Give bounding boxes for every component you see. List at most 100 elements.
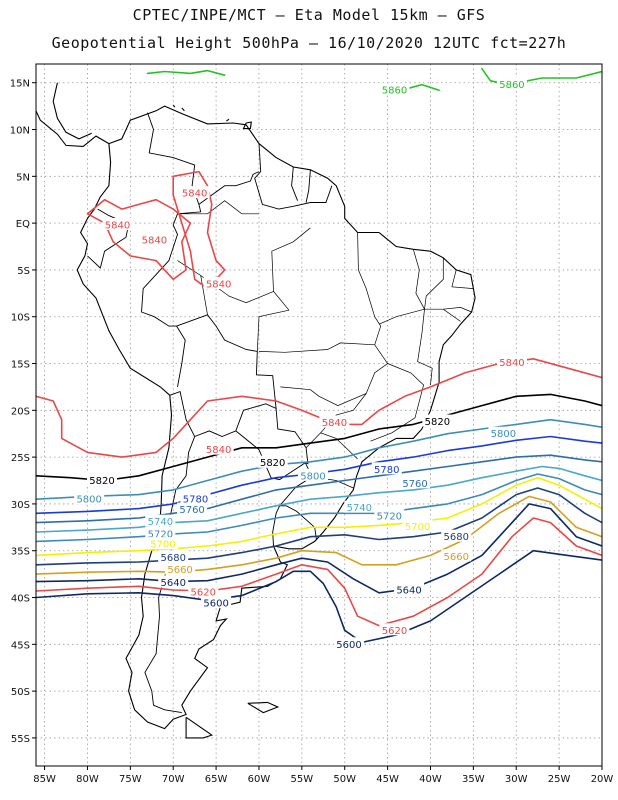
contour-label-bg — [422, 414, 453, 427]
lat-tick-label: 45S — [11, 640, 30, 651]
country-border — [198, 171, 260, 205]
contour-label: 5740 — [347, 503, 372, 514]
lon-tick-label: 50W — [333, 774, 356, 785]
lat-lon-grid — [36, 64, 603, 766]
contour-label-bg — [488, 426, 519, 439]
contour-label: 5860 — [382, 86, 407, 97]
contour-label-bg — [179, 186, 210, 199]
lat-tick-label: EQ — [16, 219, 30, 230]
state-border — [177, 200, 259, 215]
lon-tick-label: 70W — [162, 774, 185, 785]
contour-label: 5740 — [148, 517, 173, 528]
lon-tick-label: 25W — [548, 774, 571, 785]
contour-label: 5620 — [382, 626, 407, 637]
coastline-segment — [181, 107, 185, 112]
contour-5620 — [36, 517, 602, 627]
contour-label-bg — [145, 514, 176, 527]
contour-label: 5760 — [402, 479, 427, 490]
contour-label: 5640 — [160, 578, 185, 589]
lon-tick-label: 60W — [248, 774, 271, 785]
country-border — [291, 166, 299, 201]
contour-label: 5840 — [499, 358, 524, 369]
state-border — [256, 309, 290, 352]
contour-label-bg — [402, 519, 433, 532]
contour-label-bg — [180, 492, 211, 505]
state-border — [424, 257, 461, 322]
state-border — [451, 269, 474, 289]
contour-label-bg — [297, 468, 328, 481]
contour-label-bg — [379, 83, 410, 96]
coastline-segment — [52, 82, 92, 140]
state-border — [443, 307, 472, 313]
contour-label-bg — [257, 455, 288, 468]
contour-5760 — [36, 454, 602, 524]
contour-label: 5800 — [76, 495, 101, 506]
contour-5800 — [36, 418, 602, 500]
contour-label: 5720 — [377, 512, 402, 523]
contour-5680 — [36, 487, 602, 566]
contour-label: 5780 — [183, 495, 208, 506]
lat-tick-label: 30S — [11, 500, 30, 511]
contour-label-bg — [441, 529, 472, 542]
state-border — [305, 432, 321, 449]
contour-label-bg — [158, 550, 189, 563]
contour-label: 5660 — [167, 565, 192, 576]
contour-label: 5800 — [300, 471, 325, 482]
contour-label: 5840 — [105, 220, 130, 231]
lon-tick-label: 45W — [376, 774, 399, 785]
map-title: CPTEC/INPE/MCT – Eta Model 15km – GFS — [132, 6, 486, 24]
country-border — [176, 314, 277, 437]
contour-label: 5720 — [148, 529, 173, 540]
state-border — [258, 342, 389, 406]
contour-label-bg — [394, 583, 425, 596]
contour-label: 5820 — [425, 417, 450, 428]
contour-label-bg — [158, 575, 189, 588]
contour-label-bg — [374, 509, 405, 522]
contour-label: 5600 — [336, 640, 361, 651]
contour-label-bg — [334, 637, 365, 650]
contour-label-bg — [177, 502, 208, 515]
coastline-segment — [242, 121, 252, 130]
country-border — [254, 143, 333, 210]
lon-tick-label: 35W — [462, 774, 485, 785]
lat-tick-label: 5S — [17, 266, 30, 277]
coastline-segment — [36, 110, 110, 147]
contour-label: 5840 — [142, 235, 167, 246]
lat-tick-label: 5N — [16, 172, 30, 183]
lon-tick-label: 75W — [119, 774, 142, 785]
contour-label: 5860 — [499, 80, 524, 91]
contour-label: 5780 — [374, 465, 399, 476]
contour-label: 5840 — [206, 445, 231, 456]
map-subtitle: Geopotential Height 500hPa – 16/10/2020 … — [51, 34, 567, 52]
country-border — [305, 169, 311, 203]
axis-ticks: 85W 80W 75W 70W 65W 60W 55W 50W 45W 40W 35W 30W 25W 2… — [10, 79, 614, 785]
contour-label: 5640 — [396, 586, 421, 597]
plot-frame — [35, 63, 603, 767]
contour-label: 5660 — [443, 552, 468, 563]
contour-label: 5680 — [443, 532, 468, 543]
state-border — [370, 363, 424, 442]
contour-label-bg — [201, 596, 232, 609]
lat-tick-label: 25S — [11, 453, 30, 464]
coastline-segment — [247, 701, 280, 714]
lat-tick-label: 10N — [10, 126, 30, 137]
contour-label: 5700 — [405, 522, 430, 533]
contour-label-bg — [344, 500, 375, 513]
country-border — [272, 505, 281, 547]
contour-label-bg — [74, 492, 105, 505]
contour-label: 5600 — [203, 599, 228, 610]
contour-label: 5840 — [206, 279, 231, 290]
contour-label-bg — [188, 584, 219, 597]
lat-tick-label: 55S — [11, 734, 30, 745]
contour-label: 5680 — [160, 553, 185, 564]
contour-label: 5840 — [322, 418, 347, 429]
contour-5840 — [86, 198, 192, 281]
contour-5840 — [36, 358, 602, 458]
contour-5780 — [36, 435, 602, 515]
lat-tick-label: 50S — [11, 687, 30, 698]
lon-tick-label: 65W — [205, 774, 228, 785]
lat-tick-label: 10S — [11, 313, 30, 324]
contour-label-bg — [496, 77, 527, 90]
contour-label-bg — [139, 232, 170, 245]
